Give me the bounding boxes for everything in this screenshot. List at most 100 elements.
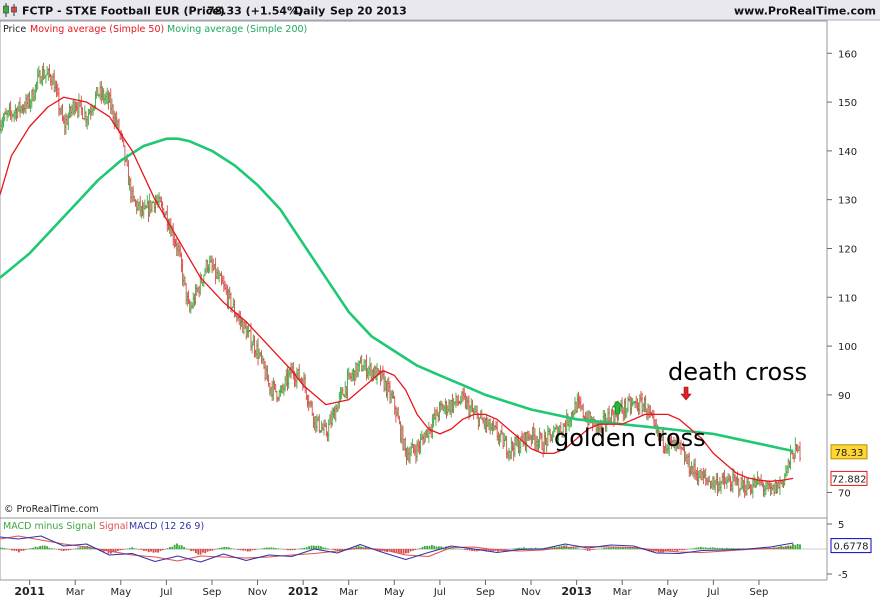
macd-hist-bar bbox=[199, 549, 202, 555]
macd-hist-bar bbox=[355, 546, 358, 550]
macd-hist-bar bbox=[289, 549, 292, 551]
macd-hist-bar bbox=[619, 547, 622, 550]
macd-hist-bar bbox=[709, 547, 712, 550]
macd-hist-bar bbox=[84, 547, 86, 550]
macd-hist-bar bbox=[48, 547, 51, 550]
macd-hist-bar bbox=[244, 549, 247, 551]
macd-hist-bar bbox=[178, 545, 181, 550]
macd-hist-bar bbox=[15, 549, 18, 551]
macd-hist-bar bbox=[546, 547, 549, 550]
price-panel bbox=[0, 20, 828, 519]
macd-hist-bar bbox=[454, 548, 457, 550]
macd-hist-bar bbox=[631, 547, 634, 550]
macd-hist-bar bbox=[492, 549, 495, 552]
macd-hist-bar bbox=[171, 546, 174, 550]
x-tick-label: Jul bbox=[433, 587, 446, 598]
macd-hist-bar bbox=[624, 547, 627, 550]
macd-hist-bar bbox=[617, 546, 620, 550]
macd-hist-bar bbox=[187, 549, 190, 550]
macd-hist-bar bbox=[322, 547, 325, 550]
macd-hist-bar bbox=[192, 549, 195, 552]
macd-hist-bar bbox=[1, 547, 4, 550]
macd-hist-bar bbox=[67, 549, 70, 551]
macd-hist-bar bbox=[598, 548, 601, 550]
macd-legend-hist: MACD minus Signal bbox=[3, 521, 96, 532]
macd-hist-bar bbox=[334, 549, 337, 551]
price-ytick-label: 160 bbox=[838, 49, 857, 60]
macd-hist-bar bbox=[246, 549, 249, 552]
macd-hist-bar bbox=[794, 544, 797, 550]
macd-hist-bar bbox=[728, 548, 731, 550]
macd-hist-bar bbox=[520, 547, 523, 550]
x-tick-label: Nov bbox=[248, 587, 268, 598]
x-tick-label: Mar bbox=[66, 587, 86, 598]
macd-hist-bar bbox=[730, 548, 733, 550]
macd-hist-bar bbox=[607, 547, 610, 550]
macd-hist-bar bbox=[570, 547, 572, 550]
death-arrow-shape bbox=[680, 386, 692, 401]
price-ytick-label: 100 bbox=[838, 342, 857, 353]
macd-hist-bar bbox=[211, 549, 214, 551]
macd-hist-bar bbox=[41, 545, 44, 550]
macd-hist-bar bbox=[652, 549, 655, 552]
macd-hist-bar bbox=[468, 549, 471, 551]
site-link[interactable]: www.ProRealTime.com bbox=[734, 5, 876, 18]
macd-hist-bar bbox=[692, 548, 695, 550]
macd-hist-bar bbox=[131, 547, 134, 550]
macd-hist-bar bbox=[20, 549, 23, 551]
macd-hist-bar bbox=[390, 549, 393, 552]
macd-line bbox=[0, 535, 794, 563]
macd-hist-bar bbox=[164, 549, 167, 550]
macd-hist-bar bbox=[166, 548, 169, 550]
macd-hist-bar bbox=[117, 549, 119, 551]
macd-hist-bar bbox=[190, 549, 193, 551]
macd-hist-bar bbox=[225, 546, 228, 550]
macd-hist-bar bbox=[704, 547, 707, 550]
macd-hist-bar bbox=[678, 549, 681, 551]
macd-hist-bar bbox=[147, 549, 150, 553]
macd-hist-bar bbox=[428, 545, 431, 550]
macd-hist-bar bbox=[3, 548, 6, 550]
macd-hist-bar bbox=[452, 548, 454, 550]
macd-hist-bar bbox=[506, 549, 509, 550]
macd-hist-bar bbox=[331, 549, 334, 550]
x-tick-label: Sep bbox=[476, 587, 495, 598]
macd-hist-bar bbox=[218, 547, 221, 550]
candle-icon bbox=[3, 3, 17, 17]
macd-hist-bar bbox=[395, 549, 398, 553]
macd-hist-bar bbox=[603, 547, 606, 550]
macd-hist-bar bbox=[685, 549, 688, 550]
macd-hist-bar bbox=[471, 549, 473, 551]
macd-hist-bar bbox=[22, 549, 25, 551]
macd-hist-bar bbox=[466, 549, 469, 551]
macd-hist-bar bbox=[721, 547, 724, 550]
macd-hist-bar bbox=[725, 547, 728, 550]
instrument-title: FCTP - STXE Football EUR (Price) bbox=[22, 5, 225, 18]
macd-hist-bar bbox=[176, 543, 178, 550]
macd-hist-bar bbox=[197, 549, 200, 555]
macd-hist-bar bbox=[572, 547, 575, 550]
macd-hist-bar bbox=[261, 548, 263, 550]
macd-hist-bar bbox=[270, 547, 273, 550]
x-tick-label: May bbox=[657, 587, 678, 598]
golden-cross-arrow-icon bbox=[612, 400, 624, 415]
macd-hist-bar bbox=[419, 548, 421, 550]
macd-hist-bar bbox=[112, 549, 115, 553]
macd-hist-bar bbox=[690, 548, 693, 550]
macd-hist-bar bbox=[213, 549, 216, 550]
macd-hist-bar bbox=[586, 549, 589, 551]
macd-hist-bar bbox=[343, 549, 346, 550]
macd-hist-bar bbox=[312, 545, 315, 550]
macd-hist-bar bbox=[62, 549, 65, 552]
macd-hist-bar bbox=[702, 547, 705, 550]
macd-hist-bar bbox=[336, 549, 339, 552]
macd-hist-bar bbox=[475, 549, 478, 552]
macd-hist-bar bbox=[60, 549, 63, 551]
macd-lines bbox=[0, 535, 794, 563]
macd-hist-bar bbox=[489, 549, 492, 552]
macd-hist-bar bbox=[657, 549, 660, 553]
macd-hist-bar bbox=[577, 548, 580, 550]
legend-price: Price bbox=[3, 24, 26, 35]
macd-hist-bar bbox=[629, 547, 631, 550]
